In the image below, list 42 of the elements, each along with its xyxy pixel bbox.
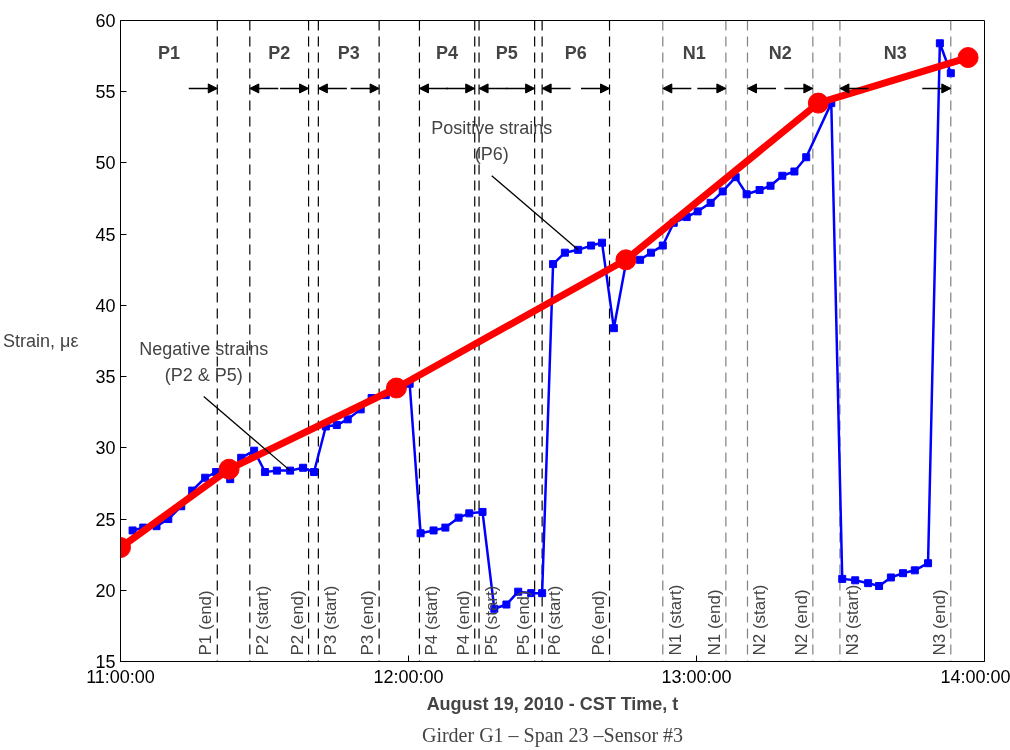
annotation: P1: [157, 42, 180, 63]
ref-line-label: P5 (end): [513, 590, 533, 656]
ref-line-label: N1 (end): [704, 589, 724, 656]
y-tick-label: 50: [95, 153, 116, 174]
text: Girder G1 – Span 23 –Sensor #3: [421, 723, 684, 747]
ref-line-label: P2 (end): [287, 590, 307, 656]
x-tick-label: 13:00:00: [661, 666, 732, 687]
annotation: P5: [495, 42, 518, 63]
annotation: N3: [883, 42, 907, 63]
y-tick-label: 30: [95, 438, 116, 459]
ref-line-label: P5 (start): [482, 585, 502, 656]
ref-line-label: N3 (start): [842, 584, 862, 656]
y-tick-label: 55: [95, 82, 116, 103]
annotation: P3: [337, 42, 360, 63]
ref-line-label: N1 (start): [665, 584, 685, 656]
y-tick-label: 20: [95, 580, 116, 601]
y-tick-label: 25: [95, 509, 116, 530]
x-tick-label: 12:00:00: [373, 666, 444, 687]
ref-line-label: P6 (start): [545, 585, 565, 656]
ref-line-label: P4 (start): [422, 585, 442, 656]
ref-line-label: N2 (start): [750, 584, 770, 656]
y-tick-label: 45: [95, 224, 116, 245]
annotation: P2: [268, 42, 291, 63]
x-axis-title: August 19, 2010 - CST Time, t: [426, 693, 679, 714]
annotation: N2: [768, 42, 792, 63]
y-tick-label: 35: [95, 367, 116, 388]
ref-line-label: P4 (end): [453, 590, 473, 656]
ref-line-label: P3 (end): [358, 590, 378, 656]
annotation: P4: [436, 42, 459, 63]
annotation: N1: [682, 42, 706, 63]
ref-line-label: N2 (end): [791, 589, 811, 656]
x-tick-label: 14:00:00: [940, 666, 1010, 687]
annotation: P6: [564, 42, 587, 63]
y-tick-label: 40: [95, 295, 116, 316]
y-axis-title: Strain, με: [3, 331, 79, 351]
ref-line-label: P2 (start): [252, 585, 272, 656]
annotation: Positive strains (P6): [431, 118, 553, 165]
ref-line-label: P6 (end): [588, 590, 608, 656]
ref-line-label: P3 (start): [321, 585, 341, 656]
ref-line-label: P1 (end): [196, 590, 216, 656]
y-tick-label: 60: [95, 11, 116, 31]
ref-line-label: N3 (end): [929, 589, 949, 656]
